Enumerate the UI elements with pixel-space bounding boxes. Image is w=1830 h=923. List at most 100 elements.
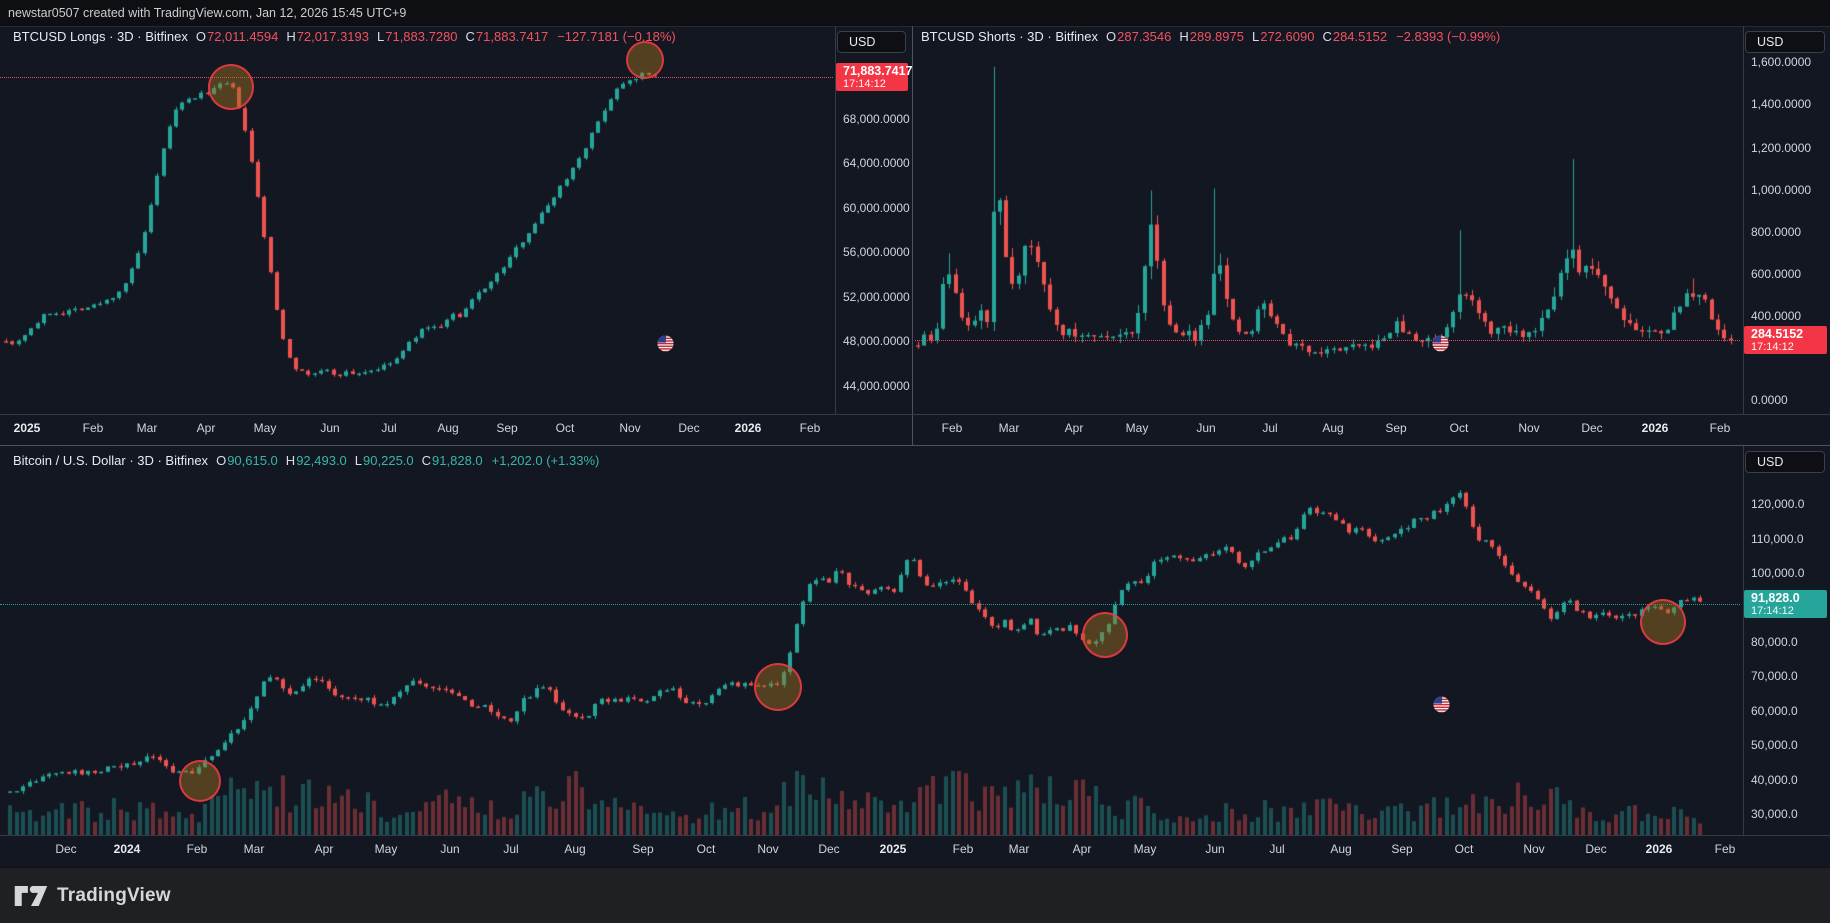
ohlc-high: H 92,493.0 [285, 453, 347, 468]
ohlc-open: O 287.3546 [1106, 29, 1172, 44]
current-price-label-btcusd: 91,828.0 17:14:12 [1744, 590, 1827, 618]
time-tick-label: Sep [496, 421, 518, 435]
time-tick-label: May [253, 421, 277, 435]
price-tick-label: 64,000.0000 [843, 156, 910, 170]
price-tick-label: 68,000.0000 [843, 112, 910, 126]
price-tick-label: 1,600.0000 [1751, 55, 1812, 69]
time-tick-label: Oct [1454, 842, 1474, 856]
time-tick-label: May [374, 842, 398, 856]
us-flag-icon [657, 335, 674, 352]
time-tick-label: Apr [314, 842, 334, 856]
candles-canvas-shorts[interactable] [915, 26, 1740, 414]
currency-button[interactable]: USD [1745, 451, 1825, 473]
time-tick-label: May [1125, 421, 1149, 435]
divider [0, 867, 1830, 868]
circle-annotation[interactable] [626, 41, 664, 79]
symbol-title: BTCUSD Shorts · 3D · Bitfinex [921, 29, 1098, 44]
pane-divider-horizontal[interactable] [0, 445, 1830, 446]
time-tick-label: Jun [1205, 842, 1225, 856]
time-tick-label: Oct [1449, 421, 1469, 435]
tradingview-logo[interactable]: TradingView [14, 885, 171, 907]
circle-annotation[interactable] [179, 760, 221, 802]
time-scale-longs[interactable]: 2025 Feb Mar Apr May Jun Jul Aug Sep Oct Nov Dec 202… [0, 414, 911, 445]
legend-longs: BTCUSD Longs · 3D · Bitfinex O 72,011.459… [13, 29, 676, 44]
us-flag-icon [1433, 696, 1450, 713]
time-tick-label: Jul [381, 421, 397, 435]
time-tick-label: Jun [440, 842, 460, 856]
price-tick-label: 40,000.0 [1751, 773, 1798, 787]
time-tick-label: 2026 [734, 421, 762, 435]
time-tick-label: Sep [1391, 842, 1413, 856]
time-tick-label: May [1133, 842, 1157, 856]
current-price-line-btcusd [0, 604, 1740, 605]
time-tick-label: Aug [1322, 421, 1344, 435]
time-tick-label: Feb [952, 842, 974, 856]
circle-annotation[interactable] [754, 663, 802, 711]
price-tick-label: 110,000.0 [1751, 532, 1804, 546]
time-tick-label: Feb [799, 421, 821, 435]
current-price-line-shorts [915, 340, 1740, 341]
time-scale-shorts[interactable]: Feb Mar Apr May Jun Jul Aug Sep Oct Nov Dec 2026 Feb [915, 414, 1830, 445]
price-tick-label: 1,400.0000 [1751, 97, 1812, 111]
price-tick-label: 100,000.0 [1751, 566, 1805, 580]
time-scale-btcusd[interactable]: Dec 2024 Feb Mar Apr May Jun Jul Aug Sep Oct Nov Dec… [0, 835, 1830, 866]
circle-annotation[interactable] [1640, 599, 1686, 645]
price-tick-label: 60,000.0000 [843, 201, 910, 215]
price-tick-label: 800.0000 [1751, 225, 1802, 239]
time-tick-label: Feb [82, 421, 104, 435]
time-tick-label: Feb [186, 842, 208, 856]
price-tick-label: 1,200.0000 [1751, 141, 1812, 155]
time-tick-label: Oct [696, 842, 716, 856]
ohlc-high: H 72,017.3193 [286, 29, 369, 44]
time-tick-label: Feb [941, 421, 963, 435]
current-price-label-longs: 71,883.7417 17:14:12 [836, 63, 913, 91]
ohlc-close: C 284.5152 [1322, 29, 1388, 44]
time-tick-label: Mar [136, 421, 158, 435]
legend-shorts: BTCUSD Shorts · 3D · Bitfinex O 287.3546 … [921, 29, 1500, 44]
price-tick-label: 52,000.0000 [843, 290, 910, 304]
circle-annotation[interactable] [1082, 612, 1128, 658]
divider [1743, 26, 1744, 415]
circle-annotation[interactable] [208, 64, 254, 110]
change-value: −127.7181 (−0.18%) [557, 29, 676, 44]
current-price-label-shorts: 284.5152 17:14:12 [1744, 326, 1827, 354]
time-tick-label: Dec [678, 421, 700, 435]
time-tick-label: Apr [196, 421, 216, 435]
time-tick-label: 2025 [879, 842, 907, 856]
price-tick-label: 50,000.0 [1751, 738, 1798, 752]
tradingview-mark-icon [14, 885, 48, 906]
time-tick-label: Jun [320, 421, 340, 435]
time-tick-label: Apr [1072, 842, 1092, 856]
pane-divider-vertical[interactable] [912, 26, 913, 446]
price-tick-label: 60,000.0 [1751, 704, 1798, 718]
price-scale-btcusd[interactable]: USD 91,828.0 17:14:12 120,000.0 110,000.0… [1744, 446, 1830, 835]
ohlc-close: C 71,883.7417 [465, 29, 549, 44]
candles-canvas-btcusd[interactable] [0, 446, 1740, 835]
market-flag-icon [657, 335, 674, 352]
ohlc-high: H 289.8975 [1179, 29, 1244, 44]
time-tick-label: Nov [1518, 421, 1540, 435]
price-tick-label: 44,000.0000 [843, 379, 910, 393]
price-tick-label: 120,000.0 [1751, 497, 1805, 511]
candles-canvas-longs[interactable] [0, 26, 833, 414]
ohlc-low: L 272.6090 [1251, 29, 1315, 44]
change-value: +1,202.0 (+1.33%) [491, 453, 600, 468]
currency-button[interactable]: USD [837, 31, 906, 53]
time-tick-label: Jul [503, 842, 519, 856]
time-tick-label: Mar [1008, 842, 1030, 856]
time-tick-label: Nov [757, 842, 779, 856]
price-scale-longs[interactable]: USD 71,883.7417 17:14:12 68,000.0000 64,0… [836, 26, 913, 414]
time-tick-label: Dec [55, 842, 77, 856]
price-scale-shorts[interactable]: USD 284.5152 17:14:12 1,600.0000 1,400.00… [1744, 26, 1830, 414]
price-tick-label: 400.0000 [1751, 309, 1802, 323]
time-tick-label: 2026 [1645, 842, 1673, 856]
currency-button[interactable]: USD [1745, 31, 1825, 53]
time-tick-label: Aug [437, 421, 459, 435]
divider [0, 835, 1830, 836]
time-tick-label: Feb [1709, 421, 1731, 435]
us-flag-icon [1432, 335, 1449, 352]
divider [0, 26, 1830, 27]
ohlc-open: O 90,615.0 [216, 453, 278, 468]
price-tick-label: 0.0000 [1751, 393, 1788, 407]
